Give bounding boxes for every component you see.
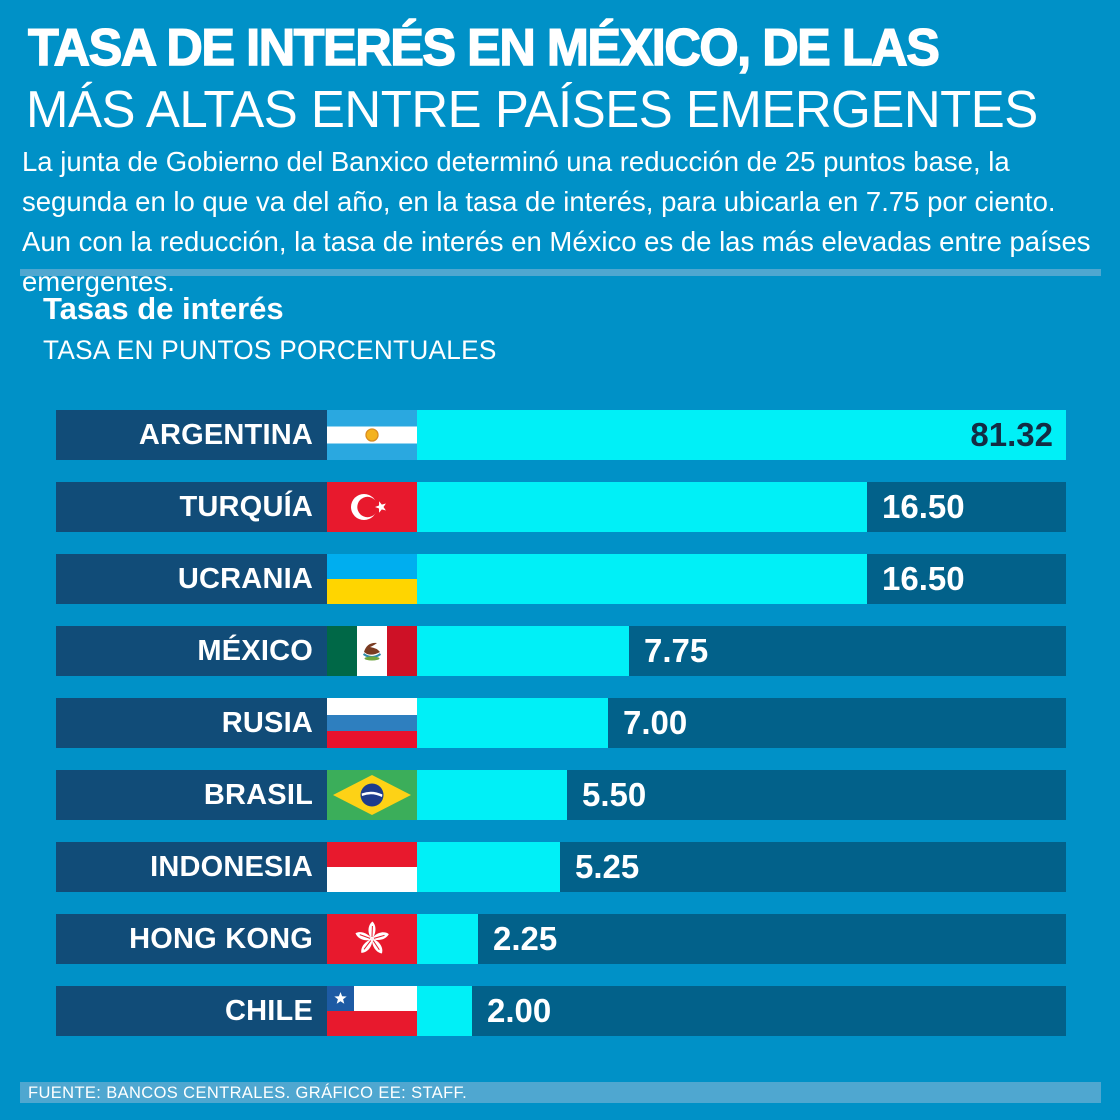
bar-track: 2.00 bbox=[417, 986, 1066, 1036]
bar-track: 16.50 bbox=[417, 554, 1066, 604]
value-bar bbox=[417, 410, 1066, 460]
country-label-box: BRASIL bbox=[56, 770, 327, 820]
value-label: 5.50 bbox=[582, 776, 647, 813]
value-label: 81.32 bbox=[970, 416, 1053, 453]
value-bar bbox=[417, 698, 608, 748]
bar-track: 5.25 bbox=[417, 842, 1066, 892]
bar-track: 16.50 bbox=[417, 482, 1066, 532]
chart-row: UCRANIA 16.50 bbox=[56, 554, 1066, 604]
intro-text: La junta de Gobierno del Banxico determi… bbox=[22, 146, 1091, 297]
value-label: 2.25 bbox=[493, 920, 558, 957]
country-label: UCRANIA bbox=[177, 562, 313, 595]
chart-row: CHILE 2.00 bbox=[56, 986, 1066, 1036]
country-label-box: MÉXICO bbox=[56, 626, 327, 676]
bar-track: 2.25 bbox=[417, 914, 1066, 964]
bar-track: 7.75 bbox=[417, 626, 1066, 676]
bar-track: 81.32 bbox=[417, 410, 1066, 460]
hongkong-flag-icon bbox=[327, 914, 417, 964]
chart-row: INDONESIA 5.25 bbox=[56, 842, 1066, 892]
chart-row: ARGENTINA 81.32 bbox=[56, 410, 1066, 460]
value-bar bbox=[417, 986, 472, 1036]
country-label: RUSIA bbox=[221, 706, 313, 739]
chart-row: TURQUÍA 16.50 bbox=[56, 482, 1066, 532]
ucrania-flag-icon bbox=[327, 554, 417, 604]
bar-track: 5.50 bbox=[417, 770, 1066, 820]
country-label-box: RUSIA bbox=[56, 698, 327, 748]
title-line1: TASA DE INTERÉS EN MÉXICO, DE LAS bbox=[27, 18, 940, 77]
value-label: 16.50 bbox=[882, 560, 965, 597]
bar-track: 7.00 bbox=[417, 698, 1066, 748]
country-label-box: HONG KONG bbox=[56, 914, 327, 964]
country-label-box: UCRANIA bbox=[56, 554, 327, 604]
chart-row: MÉXICO 7.75 bbox=[56, 626, 1066, 676]
value-label: 16.50 bbox=[882, 488, 965, 525]
source-strip: FUENTE: BANCOS CENTRALES. GRÁFICO EE: ST… bbox=[20, 1082, 1101, 1103]
value-bar bbox=[417, 914, 478, 964]
indonesia-flag-icon bbox=[327, 842, 417, 892]
value-label: 7.00 bbox=[623, 704, 688, 741]
value-bar bbox=[417, 626, 629, 676]
country-label: BRASIL bbox=[203, 778, 313, 811]
country-label-box: TURQUÍA bbox=[56, 482, 327, 532]
title-line2: MÁS ALTAS ENTRE PAÍSES EMERGENTES bbox=[26, 81, 1038, 139]
country-label-box: ARGENTINA bbox=[56, 410, 327, 460]
country-label: MÉXICO bbox=[197, 634, 313, 667]
brasil-flag-icon bbox=[327, 770, 417, 820]
argentina-flag-icon bbox=[327, 410, 417, 460]
chart-row: BRASIL 5.50 bbox=[56, 770, 1066, 820]
value-label: 5.25 bbox=[575, 848, 640, 885]
value-bar bbox=[417, 482, 867, 532]
chart-row: HONG KONG 2.25 bbox=[56, 914, 1066, 964]
rusia-flag-icon bbox=[327, 698, 417, 748]
country-label: ARGENTINA bbox=[138, 418, 313, 451]
country-label: CHILE bbox=[225, 994, 313, 1027]
chile-flag-icon bbox=[327, 986, 417, 1036]
country-label-box: CHILE bbox=[56, 986, 327, 1036]
country-label: INDONESIA bbox=[150, 850, 313, 883]
source-text: FUENTE: BANCOS CENTRALES. GRÁFICO EE: ST… bbox=[28, 1082, 468, 1102]
value-bar bbox=[417, 842, 560, 892]
mexico-flag-icon bbox=[327, 626, 417, 676]
value-label: 7.75 bbox=[644, 632, 709, 669]
turquia-flag-icon bbox=[327, 482, 417, 532]
chart-row: RUSIA 7.00 bbox=[56, 698, 1066, 748]
country-label: TURQUÍA bbox=[179, 490, 313, 523]
country-label-box: INDONESIA bbox=[56, 842, 327, 892]
chart-subtitle: TASA EN PUNTOS PORCENTUALES bbox=[43, 335, 497, 365]
divider-bar bbox=[20, 269, 1101, 276]
value-label: 2.00 bbox=[487, 992, 552, 1029]
chart-title: Tasas de interés bbox=[43, 291, 284, 326]
country-label: HONG KONG bbox=[129, 922, 313, 955]
value-bar bbox=[417, 770, 567, 820]
value-bar bbox=[417, 554, 867, 604]
